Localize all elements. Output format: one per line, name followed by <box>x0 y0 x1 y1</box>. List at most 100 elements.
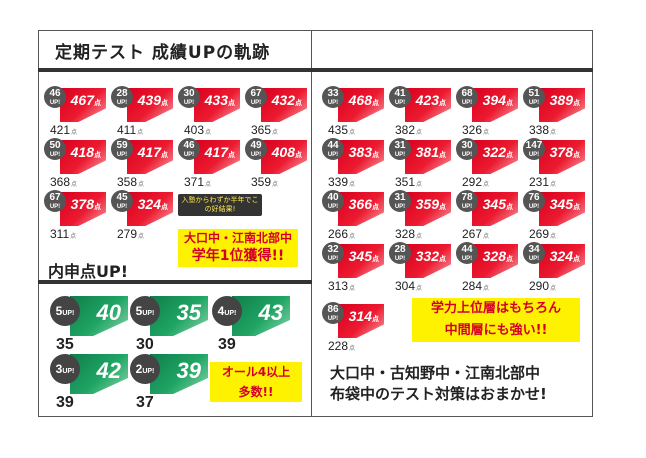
increase-badge: 46 UP! <box>178 138 200 160</box>
red-up-arrow-icon: 433点 <box>194 88 240 122</box>
increase-badge: 147 UP! <box>523 138 545 160</box>
score-after: 322点 <box>482 144 513 160</box>
score-card: 345点 76 UP! 269点 <box>523 190 585 248</box>
grade-increase-badge: 4UP! <box>212 296 242 326</box>
score-before: 403点 <box>184 123 212 137</box>
score-after: 423点 <box>415 92 446 108</box>
score-card: 467点 46 UP! 421点 <box>44 86 106 144</box>
score-after: 383点 <box>348 144 379 160</box>
banner-bottom-line1: オール4以上 <box>221 365 291 379</box>
page-title: 定期テスト 成績UPの軌跡 <box>55 43 271 63</box>
score-card: 332点 28 UP! 304点 <box>389 242 451 300</box>
red-up-arrow-icon: 408点 <box>261 140 307 174</box>
red-up-arrow-icon: 378点 <box>60 192 106 226</box>
banner-top-line1: 大口中・江南北部中 <box>183 231 292 245</box>
red-up-arrow-icon: 324点 <box>127 192 173 226</box>
red-up-arrow-icon: 378点 <box>539 140 585 174</box>
score-card: 423点 41 UP! 382点 <box>389 86 451 144</box>
increase-badge: 28 UP! <box>111 86 133 108</box>
footer-line2: 布袋中のテスト対策はおまかせ! <box>330 385 547 403</box>
grade-before: 35 <box>56 336 74 353</box>
increase-value: 67 <box>49 192 61 203</box>
score-after: 417点 <box>204 144 235 160</box>
score-card: 417点 46 UP! 371点 <box>178 138 240 196</box>
score-after: 324点 <box>137 196 168 212</box>
increase-value: 78 <box>461 192 473 203</box>
red-up-arrow-icon: 417点 <box>127 140 173 174</box>
increase-badge: 41 UP! <box>389 86 411 108</box>
increase-value: 34 <box>528 244 540 255</box>
increase-badge: 31 UP! <box>389 138 411 160</box>
score-before: 365点 <box>251 123 279 137</box>
score-card: 324点 34 UP! 290点 <box>523 242 585 300</box>
score-card: 345点 78 UP! 267点 <box>456 190 518 248</box>
score-before: 411点 <box>117 123 144 137</box>
score-before: 326点 <box>462 123 490 137</box>
increase-badge: 49 UP! <box>245 138 267 160</box>
grade-before: 30 <box>136 336 154 353</box>
increase-badge: 34 UP! <box>523 242 545 264</box>
score-after: 366点 <box>348 196 379 212</box>
grade-increase-badge: 3UP! <box>50 354 80 384</box>
increase-badge: 33 UP! <box>322 86 344 108</box>
score-card: 383点 44 UP! 339点 <box>322 138 384 196</box>
footer-line1: 大口中・古知野中・江南北部中 <box>330 364 541 382</box>
score-card: 381点 31 UP! 351点 <box>389 138 451 196</box>
score-after: 408点 <box>271 144 302 160</box>
score-before: 228点 <box>328 339 356 353</box>
increase-value: 46 <box>49 88 61 99</box>
score-after: 345点 <box>549 196 580 212</box>
score-card: 433点 30 UP! 403点 <box>178 86 240 144</box>
increase-value: 49 <box>250 140 262 151</box>
score-after: 359点 <box>415 196 446 212</box>
red-up-arrow-icon: 432点 <box>261 88 307 122</box>
red-up-arrow-icon: 417点 <box>194 140 240 174</box>
subhead: 内申点UP! <box>48 262 129 281</box>
banner-bottom-line2: 多数!! <box>238 385 274 399</box>
increase-value: 76 <box>528 192 540 203</box>
grade-increase-badge: 5UP! <box>130 296 160 326</box>
section-rule <box>38 280 312 284</box>
score-after: 332点 <box>415 248 446 264</box>
score-after: 345点 <box>348 248 379 264</box>
increase-badge: 67 UP! <box>44 190 66 212</box>
increase-badge: 86 UP! <box>322 302 344 324</box>
red-up-arrow-icon: 332点 <box>405 244 451 278</box>
increase-badge: 28 UP! <box>389 242 411 264</box>
red-up-arrow-icon: 467点 <box>60 88 106 122</box>
increase-value: 30 <box>461 140 473 151</box>
increase-value: 67 <box>250 88 262 99</box>
score-before: 435点 <box>328 123 356 137</box>
title-rule <box>38 68 593 72</box>
red-up-arrow-icon: 345点 <box>539 192 585 226</box>
red-up-arrow-icon: 439点 <box>127 88 173 122</box>
increase-value: 28 <box>394 244 406 255</box>
score-before: 368点 <box>50 175 78 189</box>
score-after: 394点 <box>482 92 513 108</box>
red-up-arrow-icon: 345点 <box>472 192 518 226</box>
score-before: 358点 <box>117 175 145 189</box>
banner-right-line1: 学力上位層はもちろん <box>430 301 561 316</box>
grade-card: 35 5UP! 30 <box>130 296 210 358</box>
score-card: 418点 50 UP! 368点 <box>44 138 106 196</box>
red-up-arrow-icon: 328点 <box>472 244 518 278</box>
increase-badge: 51 UP! <box>523 86 545 108</box>
increase-badge: 40 UP! <box>322 190 344 212</box>
score-after: 417点 <box>137 144 168 160</box>
score-card: 394点 68 UP! 326点 <box>456 86 518 144</box>
red-up-arrow-icon: 394点 <box>472 88 518 122</box>
grade-before: 39 <box>56 394 74 411</box>
score-card: 378点 147 UP! 231点 <box>523 138 585 196</box>
footer-text: 大口中・古知野中・江南北部中 布袋中のテスト対策はおまかせ! <box>330 363 547 405</box>
increase-badge: 46 UP! <box>44 86 66 108</box>
score-before: 338点 <box>529 123 557 137</box>
increase-badge: 78 UP! <box>456 190 478 212</box>
increase-badge: 68 UP! <box>456 86 478 108</box>
grade-after: 39 <box>176 358 201 383</box>
increase-badge: 50 UP! <box>44 138 66 160</box>
increase-value: 50 <box>49 140 61 151</box>
increase-value: 44 <box>327 140 339 151</box>
banner-right-line2: 中間層にも強い!! <box>444 323 548 338</box>
score-card: 314点 86 UP! 228点 <box>322 302 384 360</box>
grade-card: 43 4UP! 39 <box>212 296 292 358</box>
